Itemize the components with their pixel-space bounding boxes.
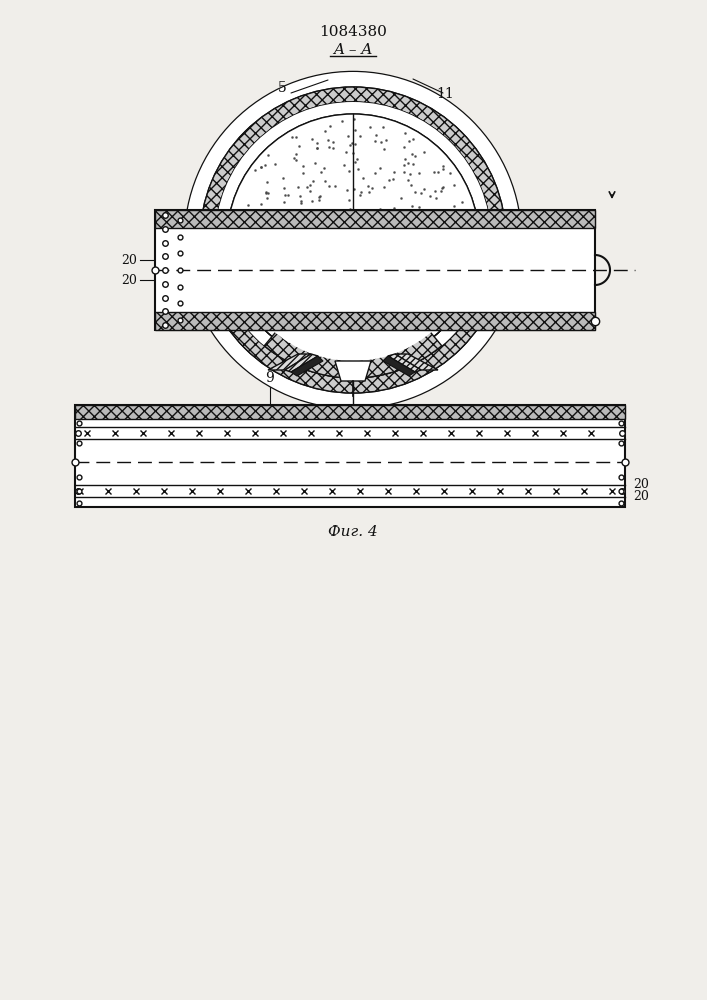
Bar: [75, 405, 625, 419]
Text: 12: 12: [346, 371, 364, 385]
Text: Фиг. 3: Фиг. 3: [328, 342, 378, 356]
Text: 19: 19: [205, 318, 221, 330]
Polygon shape: [268, 354, 311, 370]
Polygon shape: [383, 356, 415, 376]
Polygon shape: [388, 354, 421, 372]
Polygon shape: [395, 354, 438, 370]
Bar: [155, 210, 595, 330]
Text: A – A: A – A: [333, 43, 373, 57]
Text: 9: 9: [305, 181, 315, 195]
Text: 19: 19: [445, 296, 469, 308]
Bar: [75, 405, 625, 507]
Text: 20: 20: [633, 478, 649, 490]
Text: 19: 19: [310, 314, 326, 326]
Text: 20: 20: [633, 489, 649, 502]
Wedge shape: [260, 240, 445, 361]
Polygon shape: [285, 354, 318, 372]
Polygon shape: [291, 356, 323, 376]
Wedge shape: [215, 102, 491, 378]
Circle shape: [227, 114, 479, 366]
Circle shape: [185, 72, 521, 408]
Bar: [155, 210, 595, 228]
Text: 9: 9: [266, 371, 274, 385]
Wedge shape: [264, 240, 442, 378]
Polygon shape: [335, 361, 371, 381]
Text: 5: 5: [278, 81, 286, 95]
Text: 1084380: 1084380: [319, 25, 387, 39]
Text: 11: 11: [436, 87, 454, 101]
Text: 20: 20: [121, 253, 137, 266]
Wedge shape: [200, 87, 506, 393]
Wedge shape: [185, 72, 521, 408]
Text: 20: 20: [121, 273, 137, 286]
Bar: [155, 312, 595, 330]
Text: 18: 18: [190, 300, 206, 314]
Text: Фиг. 4: Фиг. 4: [328, 525, 378, 539]
Text: 18: 18: [429, 296, 445, 308]
Text: Фиг. 5: Фиг. 5: [328, 345, 378, 359]
